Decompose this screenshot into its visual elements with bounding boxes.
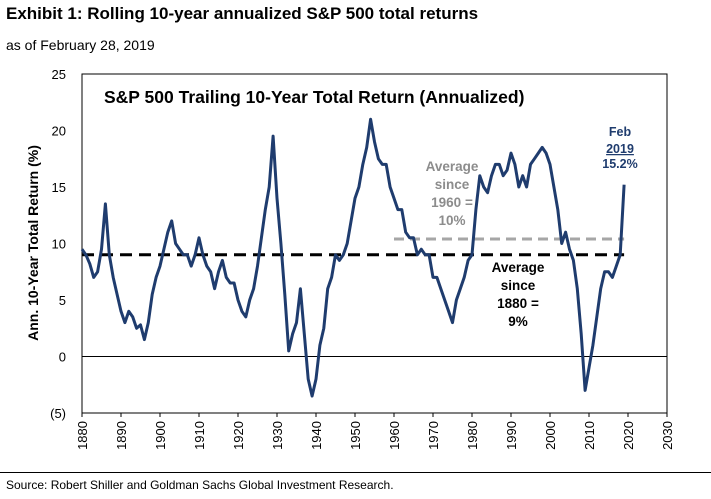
x-axis-ticks: 1880 1890 1900 1910 1920 1930 1940 1950 1960 1970…: [75, 413, 675, 450]
annotation-avg1960-line4: 10%: [438, 213, 465, 228]
x-tick-label: 1920: [231, 421, 246, 450]
x-tick-label: 1900: [153, 421, 168, 450]
x-tick-label: 2000: [543, 421, 558, 450]
y-axis-ticks: 25 20 15 10 5 0 (5): [50, 67, 66, 421]
annotation-last-month: Feb: [609, 125, 632, 139]
y-tick-label: 10: [52, 237, 66, 252]
x-tick-label: 1970: [426, 421, 441, 450]
x-tick-label: 1990: [504, 421, 519, 450]
x-tick-label: 2030: [660, 421, 675, 450]
annotation-avg1880-line3: 1880 =: [497, 296, 539, 311]
x-tick-label: 2020: [621, 421, 636, 450]
y-tick-label: 0: [59, 350, 66, 365]
y-tick-label: (5): [50, 406, 66, 421]
y-tick-label: 25: [52, 67, 66, 82]
y-tick-label: 15: [52, 180, 66, 195]
x-tick-label: 1950: [348, 421, 363, 450]
x-tick-label: 2010: [582, 421, 597, 450]
x-tick-label: 1930: [270, 421, 285, 450]
exhibit-title: Exhibit 1: Rolling 10-year annualized S&…: [6, 4, 479, 23]
source-note: Source: Robert Shiller and Goldman Sachs…: [6, 478, 394, 492]
y-tick-label: 5: [59, 293, 66, 308]
x-tick-label: 1910: [192, 421, 207, 450]
annotation-avg1880: Average since 1880 = 9%: [492, 260, 545, 329]
annotation-last-year: 2019: [606, 142, 634, 156]
x-tick-label: 1980: [465, 421, 480, 450]
annotation-avg1960-line3: 1960 =: [431, 195, 473, 210]
annotation-avg1880-line1: Average: [492, 260, 545, 275]
source-divider: [0, 472, 711, 473]
exhibit-subtitle: as of February 28, 2019: [6, 37, 155, 53]
annotation-avg1960: Average since 1960 = 10%: [426, 159, 479, 228]
x-tick-label: 1880: [75, 421, 90, 450]
x-tick-label: 1890: [114, 421, 129, 450]
annotation-avg1960-line1: Average: [426, 159, 479, 174]
y-tick-label: 20: [52, 124, 66, 139]
chart-title: S&P 500 Trailing 10-Year Total Return (A…: [104, 87, 524, 107]
annotation-last-point: Feb 2019 15.2%: [602, 125, 637, 171]
annotation-avg1960-line2: since: [435, 177, 470, 192]
annotation-last-value: 15.2%: [602, 157, 637, 171]
y-axis-label: Ann. 10-Year Total Return (%): [25, 145, 41, 341]
annotation-avg1880-line2: since: [501, 278, 536, 293]
line-chart: S&P 500 Trailing 10-Year Total Return (A…: [25, 67, 675, 450]
x-tick-label: 1960: [387, 421, 402, 450]
x-tick-label: 1940: [309, 421, 324, 450]
plot-area-frame: [81, 73, 668, 414]
series-line-sp500-return: [80, 117, 626, 398]
annotation-avg1880-line4: 9%: [508, 314, 528, 329]
